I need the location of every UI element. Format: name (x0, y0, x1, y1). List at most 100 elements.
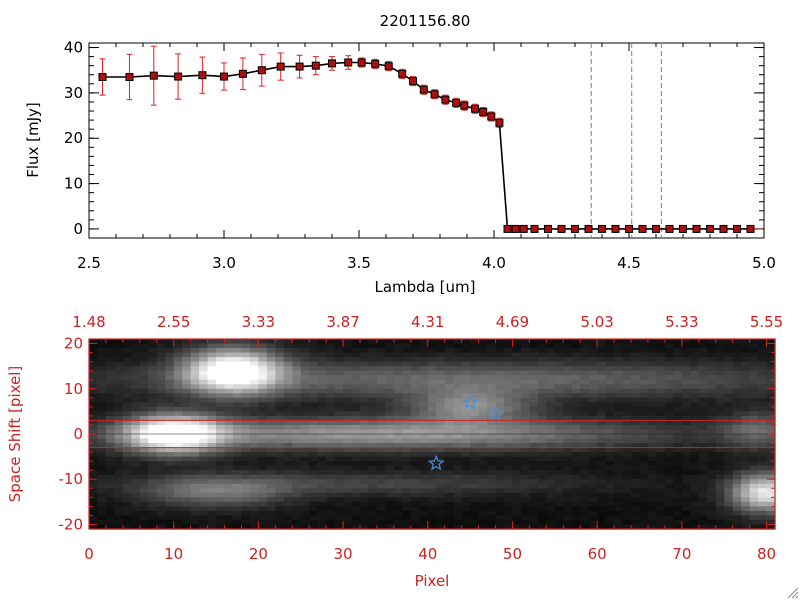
heatmap-cell (554, 366, 564, 372)
heatmap-cell (546, 506, 556, 512)
heatmap-cell (300, 375, 310, 381)
heatmap-cell (173, 492, 183, 498)
heatmap-cell (529, 339, 539, 345)
heatmap-cell (300, 393, 310, 399)
heatmap-cell (478, 397, 488, 403)
heatmap-cell (156, 434, 166, 440)
heatmap-cell (216, 501, 226, 507)
heatmap-cell (148, 415, 158, 422)
heatmap-cell (419, 470, 429, 476)
heatmap-cell (461, 343, 471, 349)
y-axis-title: Flux [mJy] (24, 102, 42, 178)
heatmap-cell (139, 488, 149, 494)
heatmap-cell (571, 465, 581, 471)
heatmap-cell (766, 510, 776, 517)
heatmap-cell (165, 479, 175, 485)
heatmap-cell (470, 501, 480, 507)
heatmap-cell (741, 519, 751, 526)
heatmap-cell (182, 488, 192, 494)
heatmap-cell (605, 443, 615, 449)
heatmap-cell (334, 361, 344, 367)
heatmap-cell (173, 483, 183, 489)
heatmap-cell (715, 461, 725, 467)
heatmap-cell (707, 411, 717, 417)
heatmap-cell (766, 492, 776, 498)
heatmap-cell (283, 411, 293, 417)
heatmap-cell (300, 361, 310, 367)
heatmap-cell (258, 524, 268, 530)
heatmap-cell (283, 456, 293, 462)
heatmap-cell (190, 411, 200, 417)
heatmap-cell (309, 474, 319, 480)
heatmap-cell (520, 388, 530, 394)
heatmap-cell (732, 375, 742, 381)
heatmap-cell (588, 470, 598, 476)
heatmap-cell (681, 438, 691, 444)
heatmap-cell (326, 492, 336, 498)
heatmap-cell (444, 461, 454, 467)
heatmap-cell (597, 415, 607, 422)
heatmap-cell (402, 501, 412, 507)
heatmap-cell (351, 429, 361, 435)
heatmap-cell (393, 492, 403, 498)
heatmap-cell (664, 456, 674, 462)
heatmap-cell (360, 384, 370, 390)
heatmap-cell (419, 379, 429, 385)
heatmap-cell (656, 348, 666, 354)
heatmap-cell (588, 501, 598, 507)
heatmap-cell (461, 515, 471, 521)
heatmap-cell (258, 510, 268, 517)
heatmap-cell (529, 384, 539, 390)
heatmap-cell (249, 434, 259, 440)
heatmap-cell (453, 415, 463, 422)
heatmap-cell (622, 452, 632, 458)
heatmap-cell (766, 497, 776, 503)
wavelength-tick-label: 2.55 (157, 313, 190, 331)
heatmap-cell (131, 420, 141, 426)
heatmap-cell (470, 506, 480, 512)
heatmap-cell (317, 411, 327, 417)
heatmap-cell (487, 357, 497, 363)
heatmap-cell (563, 402, 573, 408)
heatmap-cell (622, 352, 632, 358)
heatmap-cell (360, 424, 370, 431)
heatmap-cell (427, 388, 437, 394)
heatmap-cell (368, 352, 378, 358)
heatmap-cell (453, 397, 463, 403)
heatmap-cell (470, 429, 480, 435)
heatmap-cell (368, 501, 378, 507)
heatmap-cell (105, 479, 116, 485)
heatmap-cell (707, 515, 717, 521)
heatmap-cell (393, 411, 403, 417)
heatmap-cell (419, 424, 429, 431)
heatmap-cell (216, 474, 226, 480)
heatmap-cell (173, 447, 183, 453)
heatmap-cell (326, 479, 336, 485)
heatmap-cell (495, 424, 505, 431)
heatmap-cell (639, 348, 649, 354)
heatmap-cell (114, 510, 124, 517)
heatmap-cell (317, 429, 327, 435)
heatmap-cell (631, 497, 641, 503)
heatmap-cell (758, 343, 768, 349)
heatmap-cell (741, 402, 751, 408)
heatmap-cell (385, 384, 395, 390)
heatmap-cell (376, 452, 387, 458)
resize-grip-icon[interactable] (787, 587, 799, 599)
heatmap-cell (436, 497, 446, 503)
heatmap-cell (554, 443, 564, 449)
heatmap-cell (427, 415, 437, 422)
heatmap-cell (647, 470, 658, 476)
heatmap-cell (326, 519, 336, 526)
heatmap-cell (664, 339, 674, 345)
heatmap-cell (554, 456, 564, 462)
heatmap-cell (258, 402, 268, 408)
heatmap-cell (351, 339, 361, 345)
heatmap-cell (690, 515, 700, 521)
heatmap-cell (639, 339, 649, 345)
heatmap-cell (258, 406, 268, 412)
heatmap-cell (724, 343, 734, 349)
heatmap-cell (122, 515, 132, 521)
heatmap-cell (410, 519, 420, 526)
heatmap-cell (410, 411, 420, 417)
